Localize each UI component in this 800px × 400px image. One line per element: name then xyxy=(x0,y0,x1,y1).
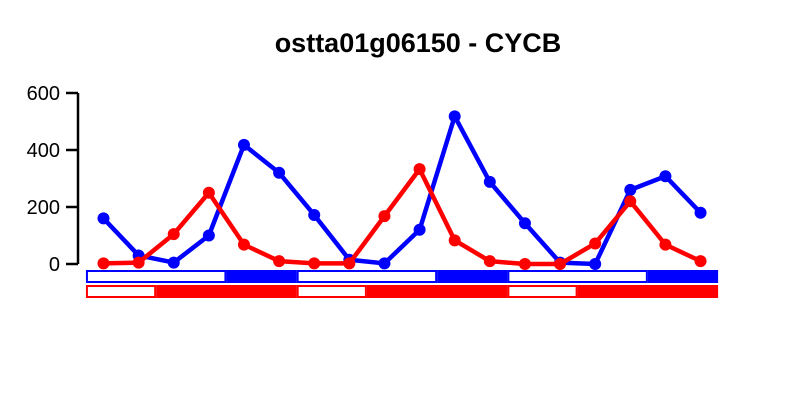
data-point xyxy=(659,170,672,183)
data-point xyxy=(202,186,215,199)
y-tick-label: 600 xyxy=(27,83,60,105)
data-point xyxy=(518,217,531,230)
data-point xyxy=(308,257,321,270)
data-point xyxy=(448,234,461,247)
data-point xyxy=(202,229,215,242)
condition-segment-filled xyxy=(156,285,297,298)
series-1 xyxy=(97,110,707,270)
y-tick-label: 0 xyxy=(49,254,60,276)
data-point xyxy=(273,255,286,268)
condition-segment-empty xyxy=(296,285,367,298)
condition-segment-filled xyxy=(366,285,508,298)
y-tick-label: 400 xyxy=(27,140,60,162)
y-tick-label: 200 xyxy=(27,197,60,219)
data-point xyxy=(308,208,321,221)
series-line xyxy=(101,114,703,267)
data-point xyxy=(448,110,461,123)
data-point xyxy=(694,206,707,219)
condition-segment-empty xyxy=(85,285,157,298)
data-point xyxy=(589,258,602,270)
y-axis: 0 200 400 600 xyxy=(27,83,80,276)
condition-segment-filled xyxy=(647,270,719,283)
data-point xyxy=(237,238,250,251)
data-point xyxy=(659,238,672,251)
condition-segment-empty xyxy=(296,270,438,283)
condition-segment-filled xyxy=(577,285,719,298)
data-point xyxy=(378,257,391,270)
data-point xyxy=(518,258,531,270)
data-point xyxy=(237,138,250,151)
series-line xyxy=(101,166,703,267)
data-point xyxy=(483,255,496,268)
data-point xyxy=(167,256,180,269)
chart-title: ostta01g06150 - CYCB xyxy=(275,28,562,58)
data-point xyxy=(554,258,567,270)
data-point xyxy=(167,228,180,241)
data-point xyxy=(97,257,110,270)
data-point xyxy=(694,255,707,268)
condition-bars xyxy=(85,270,719,298)
condition-segment-filled xyxy=(226,270,297,283)
condition-bar-1 xyxy=(85,270,719,283)
data-point xyxy=(343,257,356,270)
data-point xyxy=(589,237,602,250)
condition-segment-filled xyxy=(437,270,508,283)
data-point xyxy=(97,212,110,225)
data-point xyxy=(413,223,426,236)
condition-segment-empty xyxy=(85,270,227,283)
data-point xyxy=(132,256,145,269)
plot-area xyxy=(97,110,707,270)
data-point xyxy=(624,195,637,208)
condition-bar-2 xyxy=(85,285,719,298)
series-2 xyxy=(97,163,707,270)
data-point xyxy=(624,183,637,196)
data-point xyxy=(413,163,426,176)
data-point xyxy=(378,210,391,223)
condition-segment-empty xyxy=(507,270,648,283)
data-point xyxy=(273,166,286,179)
data-point xyxy=(483,175,496,188)
condition-segment-empty xyxy=(507,285,578,298)
